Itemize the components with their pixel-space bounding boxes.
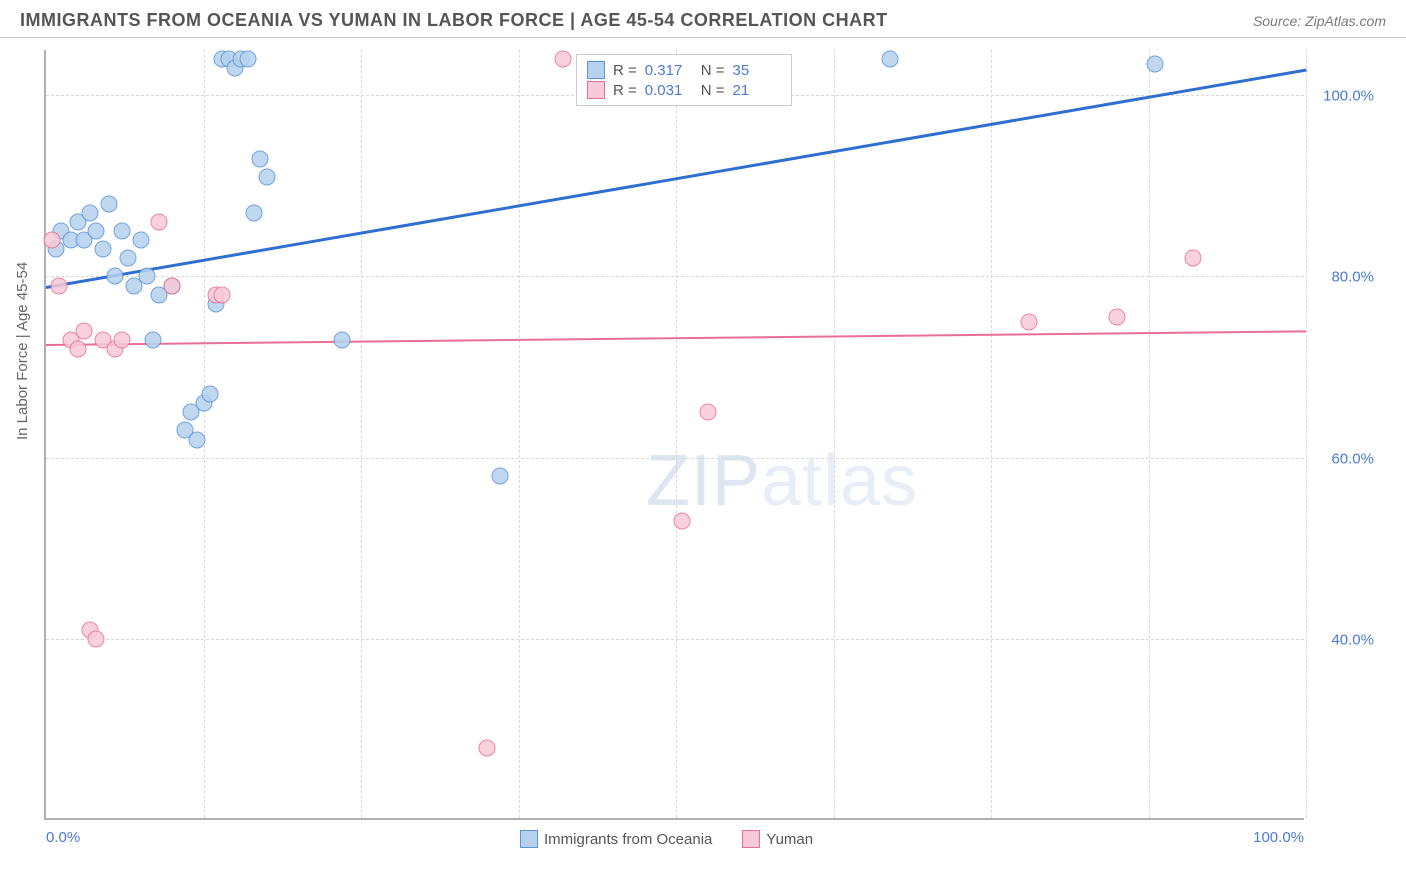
data-point — [113, 331, 130, 348]
data-point — [491, 467, 508, 484]
data-point — [554, 51, 571, 68]
r-label: R = — [613, 82, 637, 99]
x-axis-min-label: 0.0% — [46, 829, 80, 846]
data-point — [674, 513, 691, 530]
y-tick-label: 60.0% — [1314, 450, 1374, 467]
data-point — [44, 232, 61, 249]
stats-legend-row: R = 0.031 N = 21 — [587, 81, 781, 99]
data-point — [252, 150, 269, 167]
data-point — [334, 331, 351, 348]
data-point — [107, 268, 124, 285]
legend-item: Yuman — [742, 830, 813, 848]
data-point — [189, 431, 206, 448]
data-point — [82, 205, 99, 222]
data-point — [88, 223, 105, 240]
series1-label: Immigrants from Oceania — [544, 831, 712, 848]
data-point — [164, 277, 181, 294]
data-point — [94, 241, 111, 258]
legend-item: Immigrants from Oceania — [520, 830, 712, 848]
y-axis-label: In Labor Force | Age 45-54 — [14, 262, 31, 440]
data-point — [239, 51, 256, 68]
data-point — [479, 739, 496, 756]
series2-r-value: 0.031 — [645, 82, 693, 99]
series1-swatch — [520, 830, 538, 848]
data-point — [201, 386, 218, 403]
series-legend: Immigrants from Oceania Yuman — [520, 830, 813, 848]
gridline-v — [361, 50, 362, 818]
data-point — [88, 630, 105, 647]
chart-header: IMMIGRANTS FROM OCEANIA VS YUMAN IN LABO… — [0, 0, 1406, 38]
r-label: R = — [613, 62, 637, 79]
gridline-v — [991, 50, 992, 818]
x-axis-max-label: 100.0% — [1253, 829, 1304, 846]
stats-legend: R = 0.317 N = 35 R = 0.031 N = 21 — [576, 54, 792, 106]
gridline-v — [834, 50, 835, 818]
stats-legend-row: R = 0.317 N = 35 — [587, 61, 781, 79]
series1-r-value: 0.317 — [645, 62, 693, 79]
data-point — [138, 268, 155, 285]
data-point — [1020, 313, 1037, 330]
plot-area: ZIPatlas 40.0%60.0%80.0%100.0% R = 0.317… — [44, 50, 1304, 820]
series1-swatch — [587, 61, 605, 79]
series2-n-value: 21 — [733, 82, 781, 99]
gridline-v — [1306, 50, 1307, 818]
watermark: ZIPatlas — [646, 440, 918, 522]
data-point — [101, 196, 118, 213]
gridline-h: 40.0% — [46, 639, 1304, 640]
series2-swatch — [742, 830, 760, 848]
gridline-h: 60.0% — [46, 458, 1304, 459]
y-tick-label: 80.0% — [1314, 269, 1374, 286]
data-point — [151, 214, 168, 231]
data-point — [258, 168, 275, 185]
series2-swatch — [587, 81, 605, 99]
data-point — [69, 340, 86, 357]
data-point — [145, 331, 162, 348]
y-tick-label: 40.0% — [1314, 631, 1374, 648]
data-point — [1109, 309, 1126, 326]
chart-title: IMMIGRANTS FROM OCEANIA VS YUMAN IN LABO… — [20, 10, 888, 31]
n-label: N = — [701, 82, 725, 99]
data-point — [1146, 55, 1163, 72]
watermark-light: atlas — [761, 441, 918, 521]
data-point — [119, 250, 136, 267]
gridline-v — [676, 50, 677, 818]
data-point — [214, 286, 231, 303]
series2-label: Yuman — [766, 831, 813, 848]
data-point — [50, 277, 67, 294]
gridline-v — [1149, 50, 1150, 818]
data-point — [132, 232, 149, 249]
data-point — [245, 205, 262, 222]
gridline-h: 80.0% — [46, 276, 1304, 277]
data-point — [1184, 250, 1201, 267]
data-point — [882, 51, 899, 68]
y-tick-label: 100.0% — [1314, 88, 1374, 105]
source-attribution: Source: ZipAtlas.com — [1253, 13, 1386, 29]
series1-n-value: 35 — [733, 62, 781, 79]
data-point — [75, 322, 92, 339]
gridline-v — [519, 50, 520, 818]
data-point — [113, 223, 130, 240]
watermark-bold: ZIP — [646, 441, 761, 521]
n-label: N = — [701, 62, 725, 79]
data-point — [699, 404, 716, 421]
